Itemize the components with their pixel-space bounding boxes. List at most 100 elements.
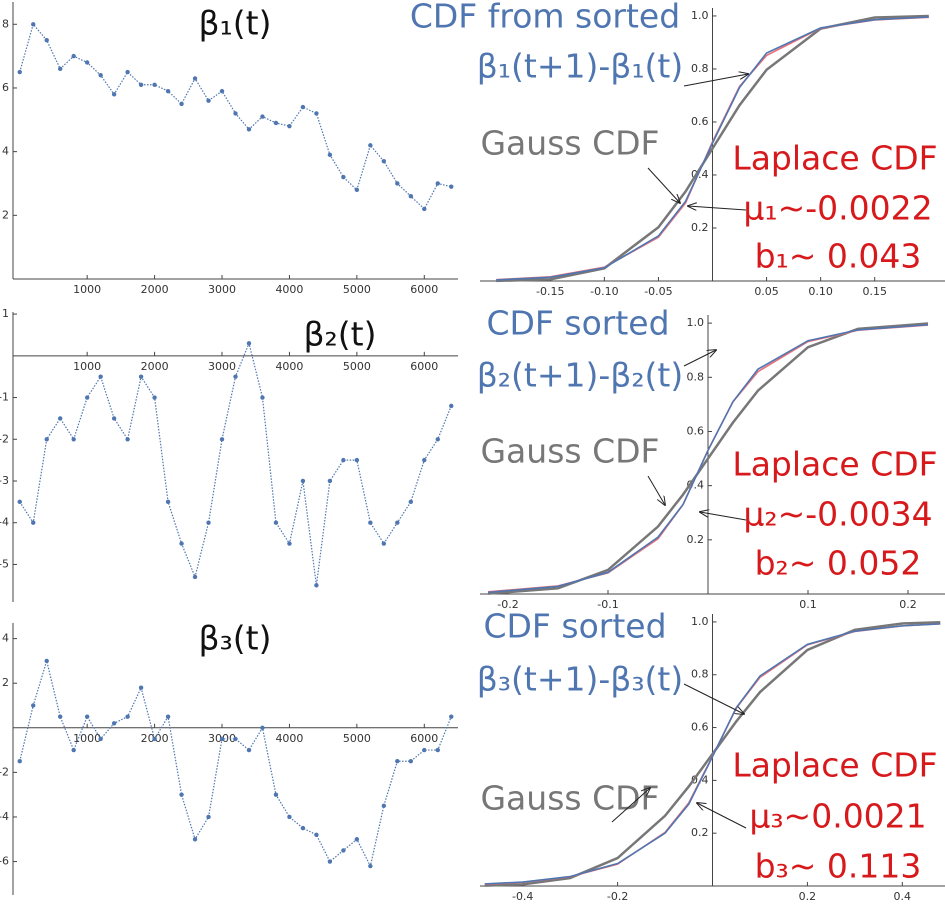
data-point xyxy=(233,736,238,742)
x-tick-label: 3000 xyxy=(208,360,236,373)
x-tick-label: 1000 xyxy=(73,283,101,296)
data-point xyxy=(125,714,130,719)
arrow xyxy=(683,74,748,87)
y-tick-label: 0.2 xyxy=(691,826,709,839)
data-point xyxy=(98,73,103,78)
data-point xyxy=(17,69,22,75)
y-tick-label: 0.8 xyxy=(687,370,705,383)
y-tick-label: 1.0 xyxy=(691,9,709,22)
annotation: μ₁~-0.0022 xyxy=(743,189,932,228)
data-point xyxy=(314,583,319,588)
data-point xyxy=(111,416,117,421)
data-point xyxy=(422,206,427,212)
data-point xyxy=(260,114,265,119)
data-point xyxy=(57,714,63,719)
cdf-line xyxy=(496,16,929,281)
annotation: β₁(t+1)-β₁(t) xyxy=(477,47,684,86)
data-point xyxy=(260,725,265,730)
data-point xyxy=(341,174,346,180)
annotation: CDF sorted xyxy=(483,607,666,646)
arrow xyxy=(697,803,747,829)
annotation: μ₂~-0.0034 xyxy=(743,495,932,534)
data-point xyxy=(354,837,360,842)
data-point xyxy=(125,437,130,442)
data-point xyxy=(287,123,292,129)
annotation: b₁~ 0.043 xyxy=(755,237,922,276)
x-tick-label: 4000 xyxy=(275,732,303,745)
x-tick-label: 1000 xyxy=(73,360,101,373)
x-tick-label: -0.15 xyxy=(536,285,564,298)
data-point xyxy=(152,395,157,400)
data-point xyxy=(408,499,414,505)
data-point xyxy=(71,437,76,442)
y-tick-label: -4 xyxy=(0,516,9,529)
data-point xyxy=(179,541,184,546)
data-point xyxy=(138,685,144,690)
data-point xyxy=(435,181,440,186)
data-point xyxy=(219,88,225,94)
data-point xyxy=(44,658,49,664)
data-point xyxy=(273,520,279,525)
y-tick-label: 1.0 xyxy=(691,615,709,628)
cdf-line xyxy=(487,323,929,594)
y-tick-label: -1 xyxy=(0,391,9,404)
data-point xyxy=(192,76,198,81)
panel: 10002000300040005000600042-2-4-6β₃(t) xyxy=(0,619,458,895)
arrow xyxy=(683,683,744,714)
x-tick-label: 3000 xyxy=(208,283,236,296)
cdf-line xyxy=(484,622,941,885)
annotation: β₃(t+1)-β₃(t) xyxy=(477,660,684,699)
data-point xyxy=(57,66,63,72)
x-tick-label: 4000 xyxy=(275,360,303,373)
data-point xyxy=(449,184,454,189)
data-point xyxy=(449,714,454,719)
data-point xyxy=(408,194,414,199)
x-tick-label: 0.2 xyxy=(799,890,817,903)
x-tick-label: -0.1 xyxy=(597,598,618,611)
data-point xyxy=(219,736,225,742)
x-tick-label: -0.05 xyxy=(644,285,672,298)
panel: -0.15 -0.10 -0.05 0.05 0.10 0.150.20.40.60.81… xyxy=(410,0,945,298)
data-point xyxy=(125,69,130,75)
annotation: Laplace CDF xyxy=(732,746,937,785)
series-trace xyxy=(19,23,452,210)
annotation: CDF sorted xyxy=(486,304,669,343)
x-tick-label: -0.2 xyxy=(607,890,628,903)
data-point xyxy=(300,825,306,831)
y-tick-label: 0.2 xyxy=(691,221,709,234)
data-point xyxy=(111,721,117,726)
y-tick-label: -2 xyxy=(0,765,9,778)
x-tick-label: 0.1 xyxy=(799,598,817,611)
data-point xyxy=(327,478,333,484)
cdf-line xyxy=(487,322,929,595)
data-point xyxy=(368,143,373,148)
x-tick-label: 2000 xyxy=(141,283,169,296)
annotation: Gauss CDF xyxy=(480,124,659,163)
data-point xyxy=(111,92,117,97)
data-point xyxy=(165,499,171,505)
data-point xyxy=(84,714,90,719)
annotation: μ₃~0.0021 xyxy=(749,797,926,836)
data-point xyxy=(98,374,103,379)
annotation: β₂(t+1)-β₂(t) xyxy=(477,356,684,395)
annotation: Gauss CDF xyxy=(480,779,659,818)
data-point xyxy=(206,520,211,525)
data-point xyxy=(287,814,292,820)
panel-title: β₃(t) xyxy=(199,619,272,658)
data-point xyxy=(71,53,76,59)
data-point xyxy=(395,181,400,186)
data-point xyxy=(435,437,440,442)
data-point xyxy=(17,499,22,505)
data-point xyxy=(84,395,90,400)
data-point xyxy=(138,374,144,379)
panel-title: β₁(t) xyxy=(199,4,272,43)
x-tick-label: 6000 xyxy=(410,283,438,296)
data-point xyxy=(395,520,400,525)
data-point xyxy=(192,574,198,580)
data-point xyxy=(435,747,440,753)
data-point xyxy=(57,416,63,421)
panel: 1000 2000 3000 4000 5000 6000 1 -1 -2 -3 -4 -5 β₂(t) xyxy=(0,307,458,602)
data-point xyxy=(408,759,414,764)
data-point xyxy=(246,341,252,346)
